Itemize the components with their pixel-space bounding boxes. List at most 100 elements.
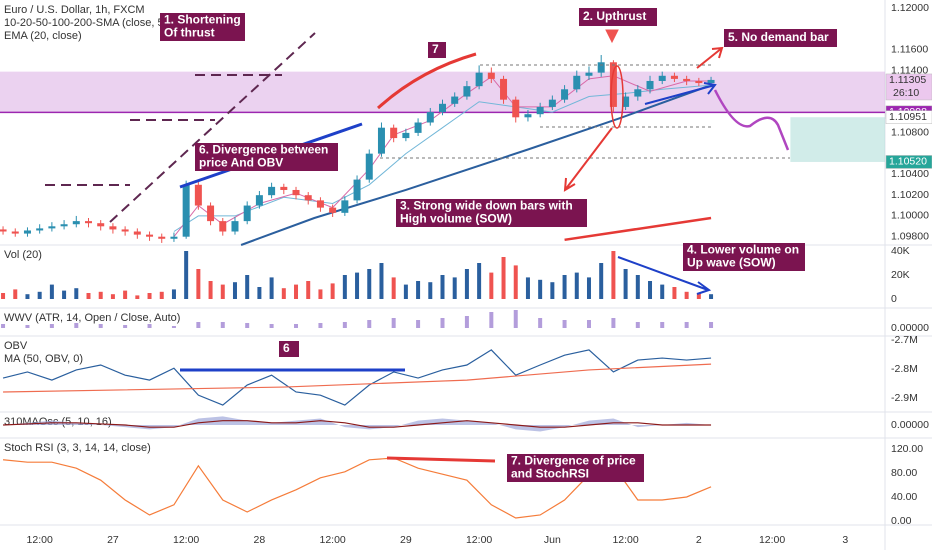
y-axis: -2.7M -2.8M -2.9M	[891, 334, 918, 404]
candle-body	[23, 230, 31, 234]
annotation-text: 5. No demand bar	[728, 30, 829, 44]
bar	[281, 288, 286, 299]
annotation-text: 6	[283, 341, 290, 355]
bar	[501, 257, 506, 299]
pane-title: Vol (20)	[4, 249, 42, 261]
bar	[159, 291, 164, 299]
x-tick-label: 2	[696, 534, 702, 546]
y-tick-label: 120.00	[891, 443, 923, 455]
candle-body	[268, 186, 276, 196]
candle-body	[341, 200, 349, 213]
price-label-box	[885, 155, 932, 169]
y-tick-label: 1.12000	[891, 2, 929, 14]
candle-body	[292, 189, 300, 196]
drawings	[45, 29, 790, 463]
candle-body	[573, 75, 581, 90]
candle-body	[512, 99, 520, 118]
bar	[342, 275, 347, 299]
bar	[367, 269, 372, 299]
bar	[660, 322, 665, 328]
x-tick-label: 12:00	[27, 534, 53, 546]
down-arrow	[563, 127, 613, 192]
bar	[25, 325, 30, 328]
bar	[416, 320, 421, 328]
x-tick-label: 12:00	[759, 534, 785, 546]
bar	[440, 275, 445, 299]
candle-body	[426, 112, 434, 123]
annotation-box	[279, 341, 299, 357]
bar	[37, 291, 42, 299]
price-label-box	[885, 73, 932, 101]
bar	[342, 322, 347, 328]
candle-body	[451, 96, 459, 104]
area	[3, 416, 712, 432]
candle-body	[219, 221, 227, 232]
bar	[513, 310, 518, 328]
pane-title: Stoch RSI (3, 3, 14, 14, close)	[4, 442, 151, 454]
candle-body	[60, 224, 68, 227]
y-axis: 40K 20K 0	[891, 245, 910, 305]
bar	[196, 322, 201, 328]
bar	[538, 279, 543, 299]
annotation-text: and StochRSI	[511, 467, 589, 481]
candle-body	[97, 223, 105, 227]
bar	[123, 290, 128, 299]
candle-body	[353, 179, 361, 201]
bar	[416, 281, 421, 299]
annotation-box	[579, 8, 657, 26]
pane-subtitle: 10-20-50-100-200-SMA (close, 5, 20,	[4, 17, 185, 29]
bar	[269, 277, 274, 299]
y-axis: 120.00 80.00 40.00 0.00	[891, 443, 923, 527]
bar	[330, 283, 335, 299]
bar	[709, 322, 714, 328]
y-tick-label: 80.00	[891, 467, 917, 479]
annotation-text: Up wave (SOW)	[687, 256, 776, 270]
bar	[196, 269, 201, 299]
y-tick-label: 1.11600	[891, 44, 928, 56]
bar	[147, 293, 152, 299]
candle-body	[316, 200, 324, 208]
bar	[98, 291, 103, 299]
candle-body	[646, 80, 654, 90]
bar	[623, 269, 628, 299]
annotation-box	[683, 243, 805, 271]
price-label: 1.10520	[889, 156, 927, 168]
bar	[306, 281, 311, 299]
pane-subtitle: MA (50, OBV, 0)	[4, 353, 83, 365]
candle-body	[487, 72, 495, 79]
y-tick-label: 1.10200	[891, 189, 929, 201]
bar	[709, 294, 714, 299]
candle-body	[402, 132, 410, 139]
annotation-text: High volume (SOW)	[400, 212, 512, 226]
candle-body	[377, 127, 385, 154]
bar	[220, 284, 225, 299]
y-axis: 1.12000 1.11600 1.11400 1.10800 1.10400 1.102…	[885, 2, 932, 242]
candle-body	[170, 236, 178, 239]
bar	[391, 318, 396, 328]
annotation-text: 1. Shortening	[164, 13, 241, 27]
target-zone	[790, 117, 885, 162]
annotation-text: 6. Divergence between	[199, 143, 328, 157]
candle-body	[304, 195, 312, 201]
annotation-box	[507, 454, 644, 482]
bar	[562, 275, 567, 299]
volume-arrow	[617, 256, 712, 295]
countdown: 26:10	[893, 87, 919, 99]
candle-body	[48, 226, 56, 229]
bar	[318, 289, 323, 299]
bar	[171, 326, 176, 328]
trend-drawing	[45, 32, 316, 223]
candle-body	[439, 103, 446, 113]
y-tick-label: 0.00	[891, 515, 912, 527]
y-tick-label: 20K	[891, 269, 910, 281]
candle-body	[548, 99, 556, 107]
bar	[220, 322, 225, 328]
bar	[684, 291, 689, 299]
bar	[135, 295, 140, 299]
bar	[599, 263, 604, 299]
candle-body	[121, 229, 129, 232]
annotation: 6	[279, 341, 299, 357]
